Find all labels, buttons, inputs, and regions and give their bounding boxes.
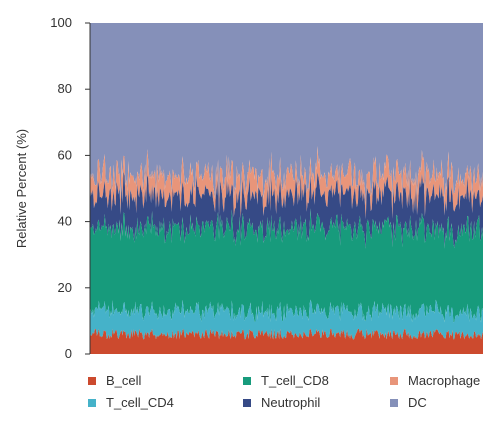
y-ticks: 0 20 40 60 80 100 bbox=[50, 15, 90, 361]
series-area-t-cell-cd8 bbox=[90, 208, 483, 323]
y-tick-label: 60 bbox=[58, 147, 72, 162]
axes: 0 20 40 60 80 100 Relative Percent (%) bbox=[14, 15, 91, 361]
series-area-t-cell-cd4 bbox=[90, 299, 483, 340]
y-axis-label: Relative Percent (%) bbox=[14, 129, 29, 248]
plot-area bbox=[90, 23, 483, 354]
series-area-b-cell bbox=[90, 328, 483, 354]
series-area-macrophage bbox=[90, 146, 483, 219]
y-tick-label: 20 bbox=[58, 280, 72, 295]
y-tick-label: 80 bbox=[58, 81, 72, 96]
y-tick-label: 100 bbox=[50, 15, 72, 30]
series-area-dc bbox=[90, 23, 483, 205]
y-tick-label: 0 bbox=[65, 346, 72, 361]
series-area-neutrophil bbox=[90, 171, 483, 249]
y-tick-label: 40 bbox=[58, 214, 72, 229]
